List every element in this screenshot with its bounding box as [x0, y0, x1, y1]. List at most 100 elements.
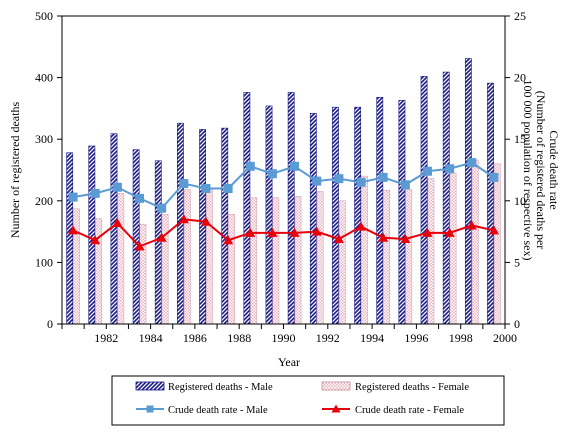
- legend-label-female-rate: Crude death rate - Female: [355, 405, 464, 416]
- series-line-female-rate: [72, 218, 495, 248]
- point-male-rate-1991: [290, 161, 300, 171]
- point-male-rate-1995: [378, 172, 388, 182]
- y2-tick-label: 15: [514, 132, 526, 146]
- bar-male-1999: [464, 58, 472, 325]
- point-male-rate-1999: [467, 158, 477, 168]
- bar-male-1997: [420, 76, 428, 325]
- bar-male-1998: [442, 71, 450, 325]
- bar-female-1993: [338, 200, 346, 325]
- point-female-rate-1984: [134, 241, 145, 251]
- bar-male-1993: [332, 106, 339, 325]
- bar-male-2000: [487, 82, 494, 325]
- point-male-rate-1997: [422, 166, 432, 176]
- bar-female-1984: [139, 223, 147, 325]
- y2-axis-label-line1: Crude death rate: [547, 130, 561, 209]
- bar-female-1999: [471, 159, 479, 325]
- point-female-rate-1982: [90, 235, 101, 245]
- y2-axis-label: Crude death rate (Number of registered d…: [521, 80, 561, 261]
- legend-item-male-rate: Crude death rate - Male: [136, 405, 268, 416]
- y-tick-label: 100: [35, 255, 53, 269]
- bar-male-1992: [309, 113, 317, 325]
- point-male-rate-1981: [68, 192, 78, 202]
- point-male-rate-1992: [312, 176, 322, 186]
- bar-female-1986: [183, 189, 191, 325]
- bar-female-1991: [294, 196, 302, 325]
- x-tick-label: 1994: [360, 331, 384, 345]
- bar-female-1981: [73, 208, 80, 325]
- y-tick-label: 300: [35, 132, 53, 146]
- point-male-rate-1986: [179, 179, 189, 189]
- point-male-rate-1990: [267, 169, 277, 179]
- x-axis-label: Year: [278, 355, 300, 369]
- y2-axis-label-line3: 100 000 population of respective sex): [521, 80, 535, 261]
- point-male-rate-1984: [135, 193, 145, 203]
- y-tick-label: 200: [35, 194, 53, 208]
- bar-male-1982: [88, 145, 96, 325]
- bar-female-1989: [250, 197, 258, 325]
- point-female-rate-1994: [356, 221, 367, 231]
- point-female-rate-1993: [333, 233, 344, 243]
- bar-female-1987: [205, 188, 213, 325]
- axes-layer: 0 100 200 300 400 500 0 5 10 15 20 25 1982 1984 1986 19…: [35, 9, 526, 345]
- point-female-rate-1992: [311, 226, 322, 236]
- bar-male-1994: [354, 106, 362, 325]
- y-tick-label: 500: [35, 9, 53, 23]
- bar-female-1994: [361, 175, 368, 325]
- bar-male-1987: [199, 129, 206, 325]
- point-male-rate-1988: [223, 183, 233, 193]
- point-female-rate-1986: [178, 214, 189, 224]
- point-male-rate-1983: [112, 182, 122, 192]
- bar-male-1991: [287, 92, 295, 325]
- point-male-rate-1989: [245, 161, 255, 171]
- bar-female-1983: [117, 193, 125, 325]
- point-female-rate-1996: [400, 233, 411, 243]
- bar-female-1998: [449, 172, 457, 325]
- legend-box: [111, 375, 505, 426]
- y2-axis-label-line2: (Number of registered deaths per: [534, 91, 548, 250]
- bar-male-1983: [110, 133, 118, 325]
- y2-tick-label: 10: [514, 194, 526, 208]
- x-tick-label: 1982: [94, 331, 118, 345]
- bar-female-2000: [493, 163, 501, 325]
- x-tick-label: 1986: [183, 331, 207, 345]
- y2-tick-label: 0: [514, 317, 520, 331]
- x-tick-label: 1990: [272, 331, 296, 345]
- legend-marker-male-rate: [146, 405, 154, 413]
- point-male-rate-2000: [489, 172, 499, 182]
- bar-male-1985: [154, 160, 162, 325]
- bar-male-1989: [243, 92, 251, 325]
- x-tick-label: 2000: [493, 331, 517, 345]
- point-female-rate-1988: [223, 235, 234, 245]
- point-male-rate-1982: [90, 188, 100, 198]
- x-tick-label: 1996: [404, 331, 428, 345]
- bar-male-1990: [265, 105, 273, 325]
- legend-item-female-bars: Registered deaths - Female: [321, 381, 469, 393]
- point-female-rate-1998: [444, 227, 455, 237]
- legend-label-male-rate: Crude death rate - Male: [168, 405, 268, 416]
- point-female-rate-1997: [422, 227, 433, 237]
- legend-swatch-female-bars: [321, 381, 351, 391]
- point-female-rate-1990: [267, 227, 278, 237]
- point-male-rate-1985: [157, 203, 167, 213]
- point-male-rate-1996: [400, 180, 410, 190]
- bar-male-1996: [398, 100, 406, 325]
- bar-female-1990: [272, 197, 280, 325]
- bar-female-1985: [161, 214, 169, 325]
- point-female-rate-2000: [488, 225, 499, 235]
- x-tick-label: 1998: [449, 331, 473, 345]
- bar-male-1988: [221, 127, 229, 325]
- y2-tick-label: 20: [514, 71, 526, 85]
- point-female-rate-1989: [245, 227, 256, 237]
- point-male-rate-1987: [201, 183, 211, 193]
- point-female-rate-1985: [156, 232, 167, 242]
- point-female-rate-1981: [68, 225, 79, 235]
- bars-layer: [66, 58, 501, 325]
- legend-label-male-bars: Registered deaths - Male: [168, 382, 273, 393]
- bar-male-1995: [376, 97, 384, 325]
- point-female-rate-1999: [466, 220, 477, 230]
- point-male-rate-1994: [356, 177, 366, 187]
- bar-female-1995: [383, 190, 390, 325]
- y2-tick-label: 5: [514, 255, 520, 269]
- y-axis-label: Number of registered deaths: [8, 102, 22, 239]
